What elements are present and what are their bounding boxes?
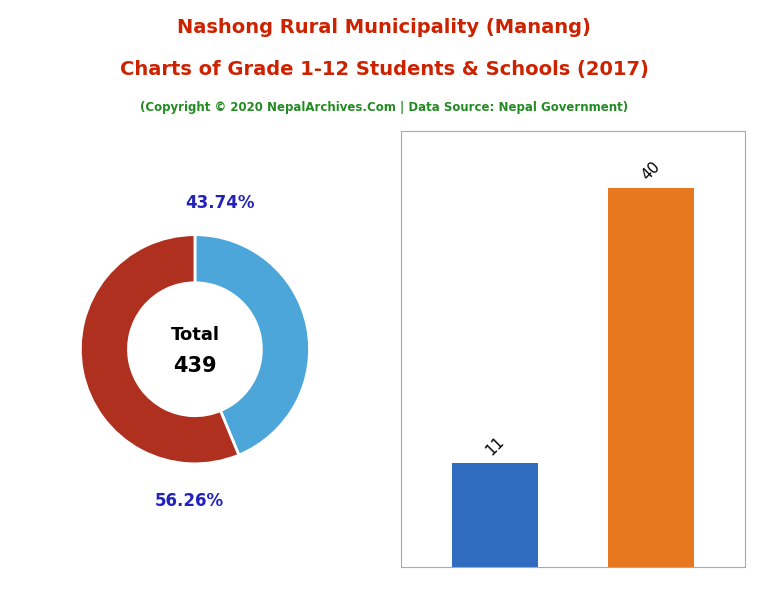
Text: 439: 439 [173, 356, 217, 377]
Wedge shape [195, 235, 310, 455]
Text: (Copyright © 2020 NepalArchives.Com | Data Source: Nepal Government): (Copyright © 2020 NepalArchives.Com | Da… [140, 101, 628, 115]
Text: 56.26%: 56.26% [154, 491, 223, 509]
Bar [608, 188, 694, 567]
Bar [452, 463, 538, 567]
Wedge shape [81, 235, 239, 464]
Text: Total: Total [170, 327, 220, 344]
Text: 40: 40 [639, 159, 664, 183]
Text: Nashong Rural Municipality (Manang): Nashong Rural Municipality (Manang) [177, 18, 591, 37]
Text: Charts of Grade 1-12 Students & Schools (2017): Charts of Grade 1-12 Students & Schools … [120, 60, 648, 79]
Text: 43.74%: 43.74% [185, 193, 255, 211]
Text: 11: 11 [483, 434, 507, 458]
